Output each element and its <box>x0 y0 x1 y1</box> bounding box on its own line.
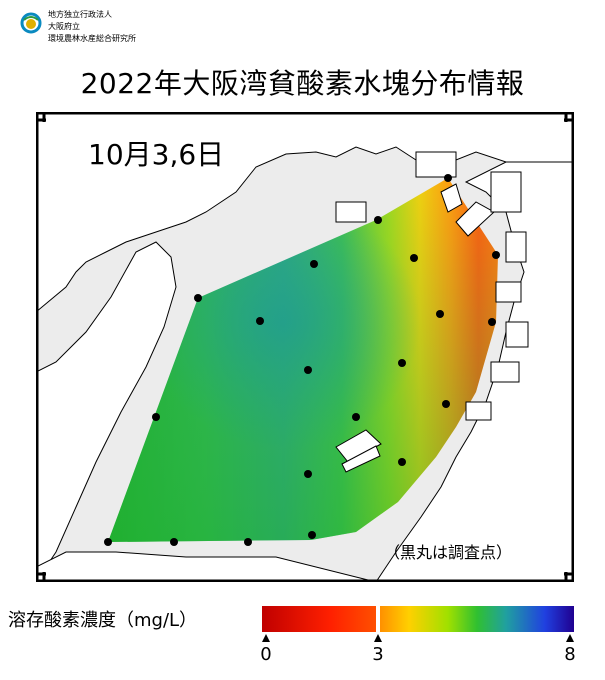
scale-label-threshold: 3 <box>372 644 384 665</box>
map-frame-ticks <box>36 112 574 582</box>
land-south-strip <box>36 551 377 582</box>
reclaimed-land <box>335 151 529 473</box>
scale-tick-max <box>566 634 574 642</box>
legend-title: 溶存酸素濃度（mg/L） <box>8 610 198 631</box>
survey-point <box>170 538 178 546</box>
survey-points <box>104 174 500 546</box>
scale-label-max: 8 <box>564 644 576 665</box>
survey-point <box>436 310 444 318</box>
survey-point <box>308 531 316 539</box>
land-north-west <box>36 112 574 313</box>
survey-point <box>442 400 450 408</box>
survey-point <box>352 413 360 421</box>
scale-label-min: 0 <box>260 644 272 665</box>
survey-point <box>244 538 252 546</box>
do-distribution <box>108 178 498 542</box>
scale-tick-threshold <box>374 634 382 642</box>
survey-point <box>152 413 160 421</box>
scale-low-range <box>262 606 376 632</box>
scale-high-range <box>380 606 574 632</box>
survey-point <box>374 216 382 224</box>
survey-point <box>444 174 452 182</box>
scale-tick-arrows <box>262 634 574 642</box>
date-label: 10月3,6日 <box>88 138 224 171</box>
org-name-line3: 環境農林水産総合研究所 <box>48 34 136 43</box>
survey-point <box>256 317 264 325</box>
land-awaji-island <box>36 241 177 582</box>
map-frame <box>36 112 574 582</box>
survey-point-note: （黒丸は調査点） <box>384 543 512 562</box>
org-name-line1: 地方独立行政法人 <box>48 10 112 19</box>
osaka-bay-map: 10月3,6日 （黒丸は調査点） <box>36 112 574 582</box>
org-logo: 地方独立行政法人 大阪府立 環境農林水産総合研究所 <box>20 8 220 52</box>
survey-point <box>492 251 500 259</box>
survey-point <box>104 538 112 546</box>
survey-point <box>398 359 406 367</box>
org-logo-icon <box>20 12 42 34</box>
page-title: 2022年大阪湾貧酸素水塊分布情報 <box>80 67 525 100</box>
survey-point <box>304 470 312 478</box>
survey-point <box>194 294 202 302</box>
survey-point <box>410 254 418 262</box>
survey-point <box>304 366 312 374</box>
color-scale-bar <box>262 606 574 632</box>
survey-point <box>310 260 318 268</box>
survey-point <box>488 318 496 326</box>
org-name-line2: 大阪府立 <box>48 22 80 31</box>
survey-point <box>398 458 406 466</box>
scale-tick-min <box>262 634 270 642</box>
